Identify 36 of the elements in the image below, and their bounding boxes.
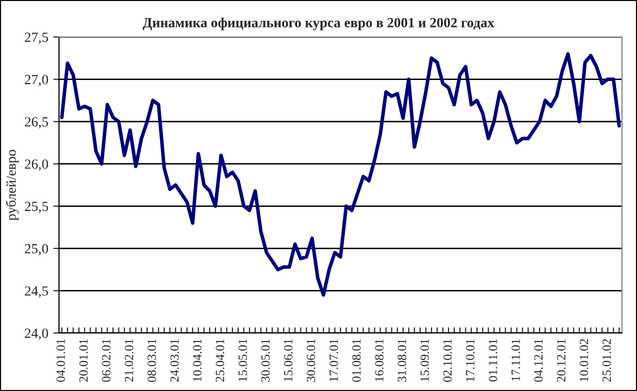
x-tick-label: 31.08.01 bbox=[398, 339, 406, 382]
x-tick-label: 16.08.01 bbox=[375, 339, 384, 382]
x-tick-label: 24.03.01 bbox=[170, 339, 179, 382]
x-tick-label: 20.01.01 bbox=[79, 339, 88, 382]
line-series bbox=[60, 52, 621, 297]
x-tick-label: 30.06.01 bbox=[306, 339, 316, 382]
y-tick-label: 27,0 bbox=[24, 74, 48, 86]
x-tick-label: 21.02.01 bbox=[124, 339, 134, 382]
y-tick-label: 26,0 bbox=[24, 159, 48, 171]
x-tick-label: 15.06.01 bbox=[284, 339, 292, 382]
x-tick-label: 25.04.01 bbox=[216, 339, 224, 382]
x-tick-label: 17.10.01 bbox=[466, 339, 474, 382]
x-tick-label: 20.12.01 bbox=[556, 339, 566, 382]
chart-title: Динамика официального курса евро в 2001 и 2002 годах bbox=[142, 18, 494, 30]
y-tick-label: 24,0 bbox=[24, 328, 48, 340]
x-tick-label: 15.05.01 bbox=[238, 339, 248, 382]
y-axis-title: рублей/евро bbox=[6, 150, 19, 220]
x-tick-label: 17.11.01 bbox=[511, 339, 520, 381]
x-tick-label: 01.11.01 bbox=[488, 339, 498, 382]
x-tick-label: 25.01.02 bbox=[602, 339, 611, 382]
x-tick-label: 08.03.01 bbox=[148, 339, 156, 382]
x-tick-label: 17.07.01 bbox=[330, 339, 338, 382]
y-tick-label: 25,0 bbox=[24, 244, 48, 256]
x-tick-label: 10.04.01 bbox=[193, 339, 202, 382]
x-tick-label: 01.08.01 bbox=[352, 339, 361, 382]
x-tick-label: 10.01.02 bbox=[580, 339, 588, 382]
y-tick-label: 26,5 bbox=[24, 117, 48, 129]
x-tick-label: 02.10.01 bbox=[443, 339, 452, 382]
y-tick-label: 27,5 bbox=[24, 32, 48, 44]
x-tick-label: 30.05.01 bbox=[261, 339, 270, 382]
y-tick-label: 25,5 bbox=[24, 202, 48, 214]
x-tick-label: 06.02.01 bbox=[102, 339, 111, 382]
x-tick-label: 04.12.01 bbox=[534, 339, 543, 382]
x-tick-label: 15.09.01 bbox=[420, 339, 429, 382]
y-tick-label: 24,5 bbox=[24, 286, 48, 298]
x-tick-label: 04.01.01 bbox=[56, 339, 66, 382]
